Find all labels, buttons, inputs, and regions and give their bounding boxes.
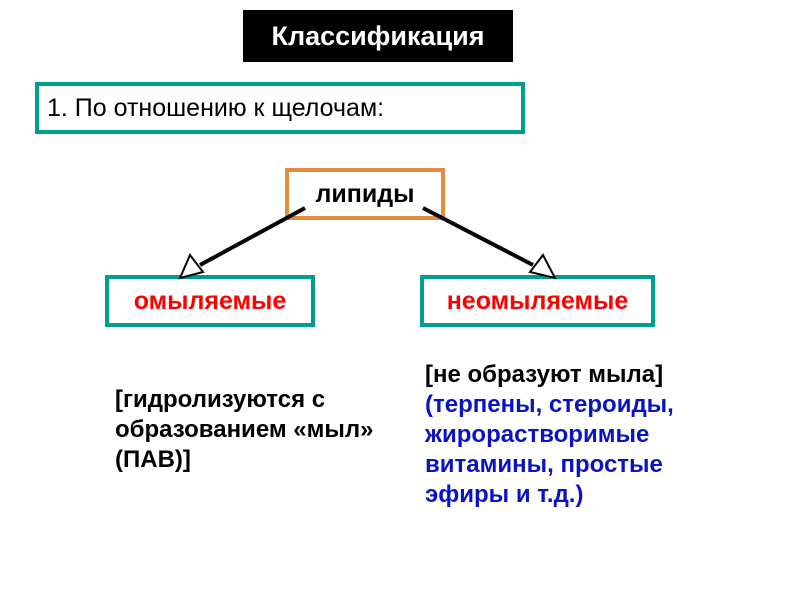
leaf-nonsaponifiable: неомыляемые: [420, 275, 655, 327]
criterion-text: 1. По отношению к щелочам:: [47, 94, 384, 123]
root-label: липиды: [316, 180, 415, 209]
desc-nonsaponifiable-black: [не образуют мыла]: [425, 361, 663, 388]
criterion-box: 1. По отношению к щелочам:: [35, 82, 525, 134]
desc-nonsaponifiable-blue: (терпены, стероиды, жирорастворимые вита…: [425, 391, 674, 508]
desc-saponifiable: [гидролизуются с образованием «мыл» (ПАВ…: [115, 385, 385, 475]
root-node: липиды: [285, 168, 445, 220]
title-box: Классификация: [243, 10, 513, 62]
leaf-nonsaponifiable-label: неомыляемые: [447, 287, 629, 316]
leaf-saponifiable-label: омыляемые: [134, 287, 287, 316]
desc-nonsaponifiable: [не образуют мыла] (терпены, стероиды, ж…: [425, 360, 745, 510]
title-text: Классификация: [272, 21, 485, 52]
desc-saponifiable-text: [гидролизуются с образованием «мыл» (ПАВ…: [115, 386, 373, 473]
leaf-saponifiable: омыляемые: [105, 275, 315, 327]
